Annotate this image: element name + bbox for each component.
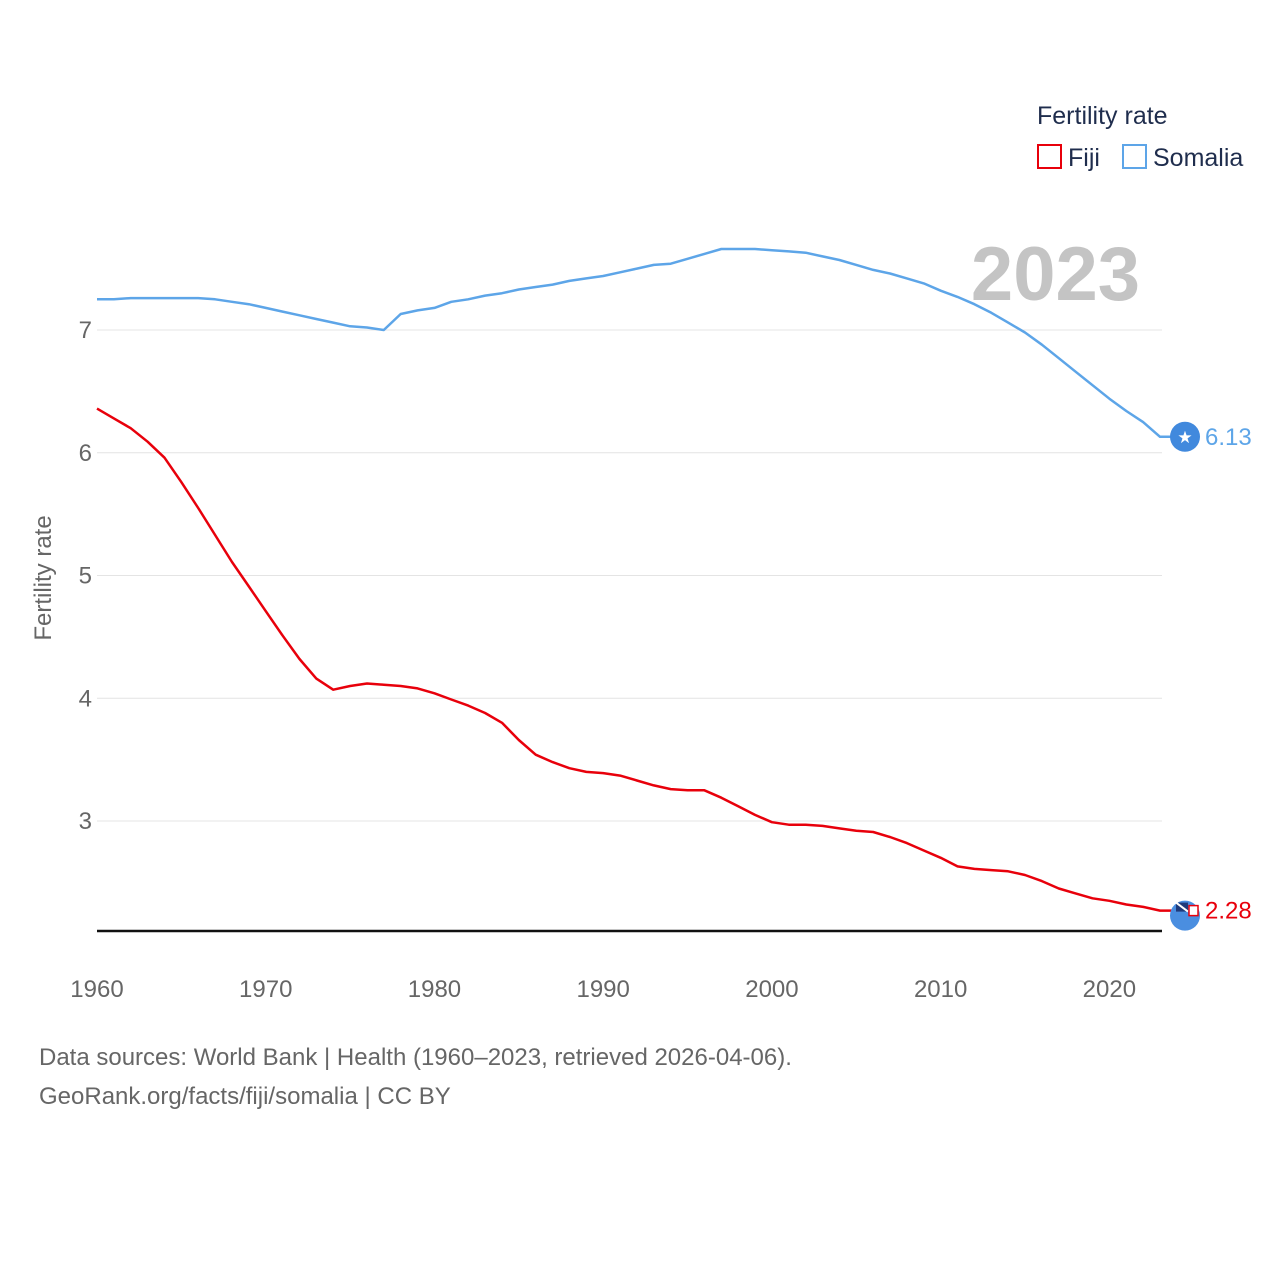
legend-item-fiji[interactable]: Fiji [1037, 144, 1100, 172]
y-tick-label: 7 [79, 317, 92, 344]
series-line-fiji[interactable] [96, 407, 1185, 912]
x-tick-label: 2010 [914, 976, 967, 1003]
x-tick-label: 1960 [70, 976, 123, 1003]
legend-swatch [1122, 144, 1147, 169]
fiji-flag-shield [1188, 904, 1199, 917]
x-tick-label: 1980 [408, 976, 461, 1003]
legend[interactable]: Fertility rate Fiji Somalia [1037, 102, 1243, 172]
footer-attribution[interactable]: GeoRank.org/facts/fiji/somalia | CC BY [39, 1083, 451, 1110]
y-axis-title: Fertility rate [30, 515, 57, 640]
footer-sources: Data sources: World Bank | Health (1960–… [39, 1044, 792, 1071]
legend-label: Somalia [1153, 144, 1243, 172]
end-value-label-somalia: 6.13 [1205, 424, 1252, 451]
somalia-flag-star: ★ [1177, 428, 1192, 448]
x-tick-label: 2020 [1083, 976, 1136, 1003]
fiji-flag-icon[interactable] [1170, 900, 1200, 931]
somalia-flag-icon[interactable]: ★ [1170, 421, 1200, 452]
y-tick-label: 3 [79, 808, 92, 835]
legend-item-somalia[interactable]: Somalia [1122, 144, 1243, 172]
y-tick-label: 4 [79, 685, 92, 712]
fiji-flag-cross [1175, 901, 1189, 913]
year-label: 2023 [971, 232, 1140, 317]
somalia-flag-disc [1170, 421, 1200, 452]
x-tick-label: 2000 [745, 976, 798, 1003]
x-tick-label: 1990 [576, 976, 629, 1003]
gridlines [97, 329, 1162, 822]
series-lines [96, 247, 1185, 912]
y-tick-label: 6 [79, 440, 92, 467]
series-line-somalia[interactable] [97, 247, 1185, 439]
y-tick-labels: 3 4 5 6 7 [79, 317, 92, 835]
end-markers: 2.28 ★ 6.13 [1170, 421, 1252, 931]
x-tick-label: 1970 [239, 976, 292, 1003]
legend-items[interactable]: Fiji Somalia [1037, 144, 1243, 172]
legend-label: Fiji [1068, 144, 1100, 172]
legend-swatch [1037, 144, 1062, 169]
end-value-label-fiji: 2.28 [1205, 898, 1252, 925]
y-tick-label: 5 [79, 563, 92, 590]
legend-title: Fertility rate [1037, 102, 1168, 130]
x-tick-labels: 1960 1970 1980 1990 2000 2010 2020 [70, 976, 1136, 1003]
